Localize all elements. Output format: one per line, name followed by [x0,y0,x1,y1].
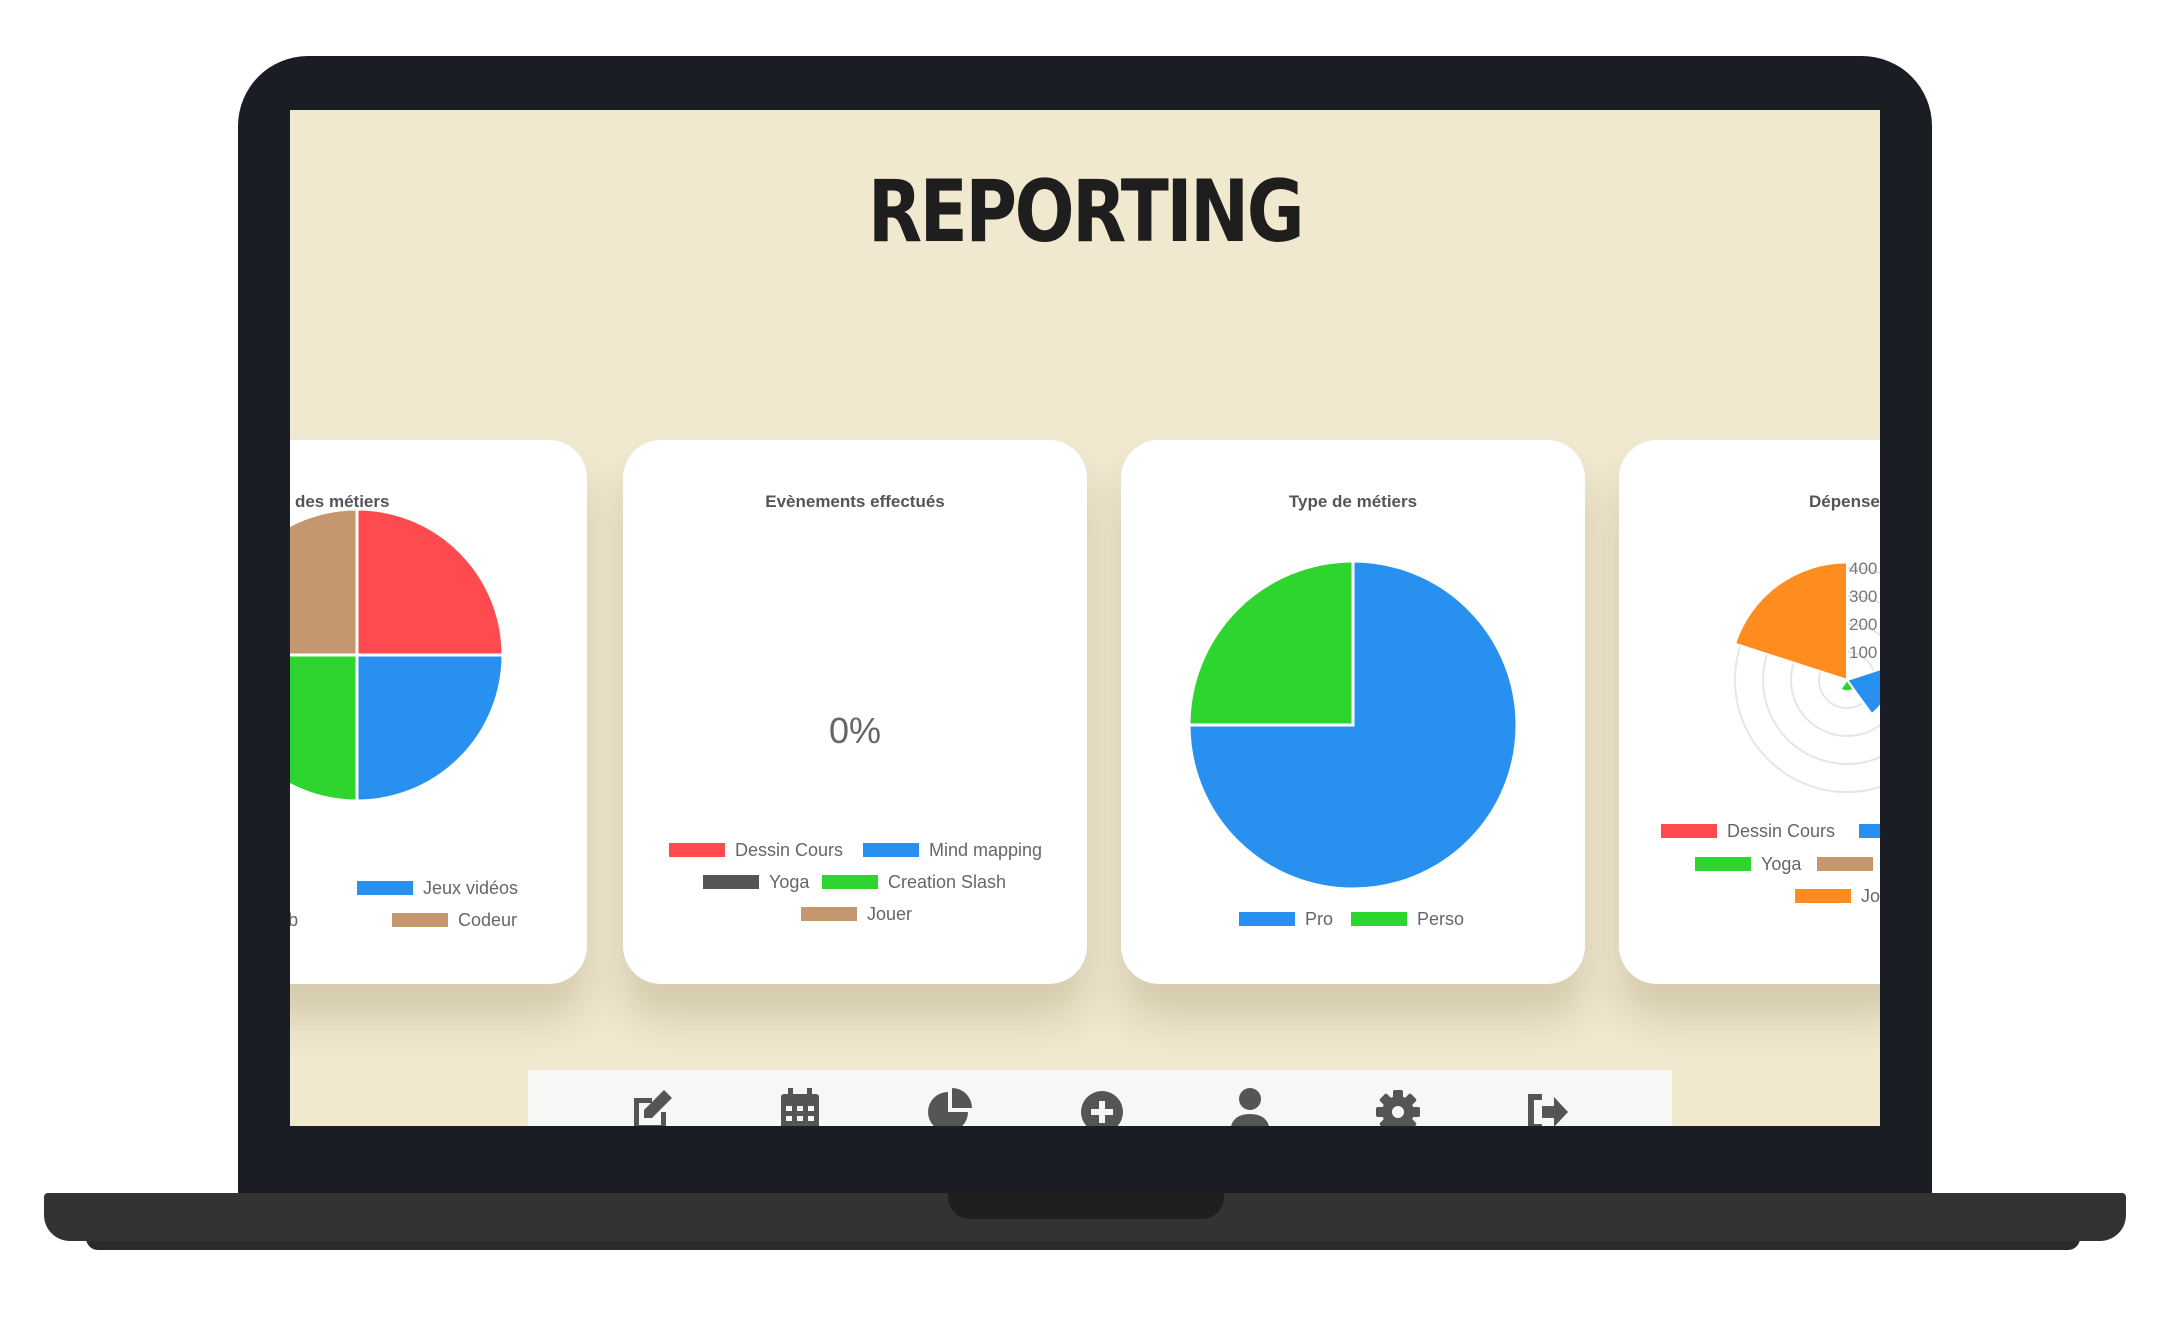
laptop-notch [948,1193,1224,1219]
logout-icon[interactable] [1524,1086,1572,1126]
card-type-metiers: Type de métiers Pro Perso [1121,440,1585,984]
legend-label: Dessin Cours [735,840,843,860]
polar-tick-label: 300 [1849,587,1877,606]
legend-item[interactable]: Yoga [703,871,809,895]
polar-tick-label: 400 [1849,559,1877,578]
legend-swatch [1661,824,1717,838]
legend-item[interactable]: Jeux vidéos [357,877,518,901]
polar-sector-jouer[interactable] [1735,562,1847,680]
page-title: REPORTING [433,162,1737,262]
legend-item[interactable]: Jouer [801,903,912,927]
legend-swatch [1859,824,1880,838]
user-icon[interactable] [1226,1086,1274,1126]
legend-item[interactable]: Dessin Cours [669,839,843,863]
pie-chart-icon[interactable] [926,1086,974,1126]
app-screen: REPORTING Liste des métiers Coaching Jeu… [290,110,1880,1126]
settings-gear-icon[interactable] [1374,1086,1422,1126]
legend-label: Jeux vidéos [423,878,518,898]
legend-swatch [863,843,919,857]
pie-slice-codeur[interactable] [290,509,357,655]
card-evenements-effectues: Evènements effectués 0% Dessin Cours Min… [623,440,1087,984]
legend-label: Dessin Cours [1727,821,1835,841]
legend-item[interactable]: Développeur web [290,909,298,933]
legend-swatch [822,875,878,889]
legend-label: Mind mapping [929,840,1042,860]
completion-percentage: 0% [623,710,1087,752]
pie-chart-type-metiers [1121,440,1585,984]
legend-item[interactable]: Mind mapping [863,839,1042,863]
legend-label: Développeur web [290,910,298,930]
polar-tick-label: 200 [1849,615,1877,634]
card-liste-metiers: Liste des métiers Coaching Jeux vidéos D… [290,440,587,984]
legend-label: Jou [1861,886,1880,906]
legend-swatch [669,843,725,857]
pie-slice-perso[interactable] [1189,561,1353,725]
legend-label: Perso [1417,909,1464,929]
legend-swatch [703,875,759,889]
legend-item[interactable]: Creation Slash [822,871,1006,895]
polar-tick-label: 100 [1849,643,1877,662]
legend-swatch [1351,912,1407,926]
legend-swatch [1695,857,1751,871]
legend-label: Jouer [867,904,912,924]
legend-item[interactable]: Yoga [1695,853,1801,877]
card-title: Evènements effectués [623,492,1087,512]
legend-item[interactable] [1817,853,1880,877]
bottom-nav-bar [528,1070,1672,1126]
edit-icon[interactable] [628,1086,676,1126]
legend-swatch [1239,912,1295,926]
add-circle-icon[interactable] [1078,1086,1126,1126]
legend-item[interactable]: Codeur [392,909,517,933]
legend-item[interactable]: Jou [1795,885,1880,909]
pie-chart-metiers [290,440,587,984]
legend-item[interactable]: Perso [1351,908,1464,932]
legend-item[interactable]: Dessin Cours [1661,820,1835,844]
legend-item[interactable] [1859,820,1880,844]
legend-swatch [392,913,448,927]
legend-label: Codeur [458,910,517,930]
legend-label: Creation Slash [888,872,1006,892]
legend-swatch [1817,857,1873,871]
legend-label: Yoga [769,872,809,892]
legend-label: Yoga [1761,854,1801,874]
pie-slice-d-veloppeur-web[interactable] [290,655,357,801]
legend-swatch [1795,889,1851,903]
pie-slice-coaching[interactable] [357,509,503,655]
legend-label: Pro [1305,909,1333,929]
calendar-icon[interactable] [776,1086,824,1126]
pie-slice-jeux-vid-os[interactable] [357,655,503,801]
legend-swatch [357,881,413,895]
legend-swatch [801,907,857,921]
legend-item[interactable]: Pro [1239,908,1333,932]
